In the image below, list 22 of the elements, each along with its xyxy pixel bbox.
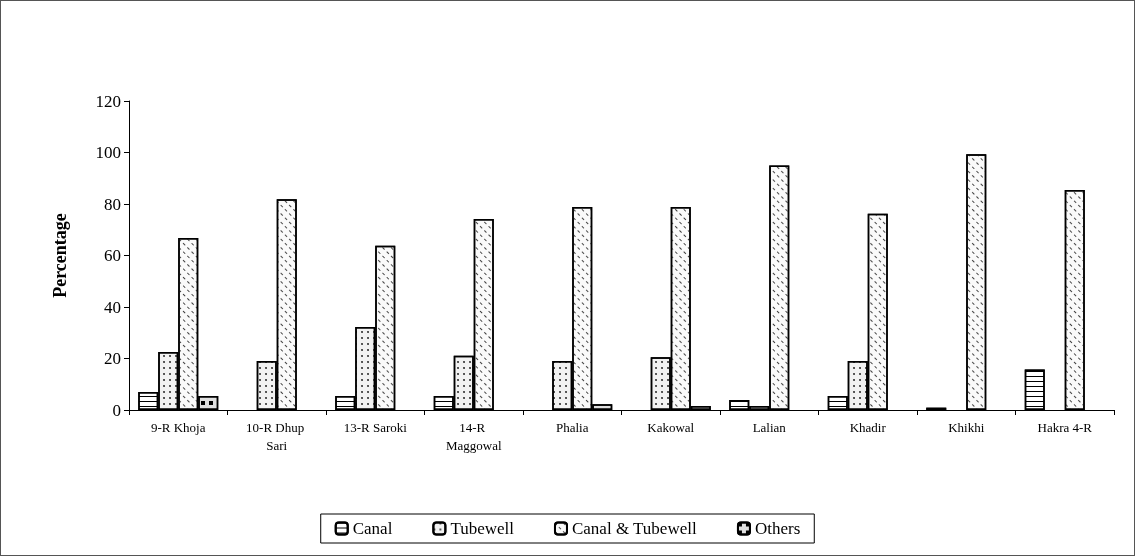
x-tick-label: Lalian: [752, 419, 787, 435]
x-tick-label: Khikhi: [948, 419, 985, 435]
x-tick-label: 10-R Dhup Sari: [246, 419, 308, 453]
x-tick-label: Khadir: [849, 419, 887, 435]
legend-label: Tubewell: [450, 519, 515, 538]
y-tick-label: 60: [104, 246, 121, 265]
y-tick-label: 80: [104, 194, 121, 214]
legend-label: Canal: [352, 519, 393, 538]
x-tick-label: Kakowal: [647, 419, 695, 435]
y-tick-label: 0: [112, 400, 121, 420]
legend-label: Canal & Tubewell: [571, 519, 697, 538]
legend-label: Others: [754, 519, 801, 538]
y-axis-title: Percentage: [50, 213, 70, 298]
x-tick-label: Phalia: [556, 419, 589, 435]
x-tick-label: 9-R Khoja: [150, 419, 206, 435]
y-tick-label: 120: [95, 91, 121, 111]
y-tick-label: 100: [95, 143, 121, 162]
x-tick-label: 13-R Saroki: [343, 419, 408, 435]
x-tick-label: Hakra 4-R: [1037, 419, 1093, 435]
y-tick-label: 40: [104, 297, 121, 317]
y-tick-label: 20: [104, 349, 121, 368]
x-tick-label: 14-R Maggowal: [445, 419, 502, 453]
